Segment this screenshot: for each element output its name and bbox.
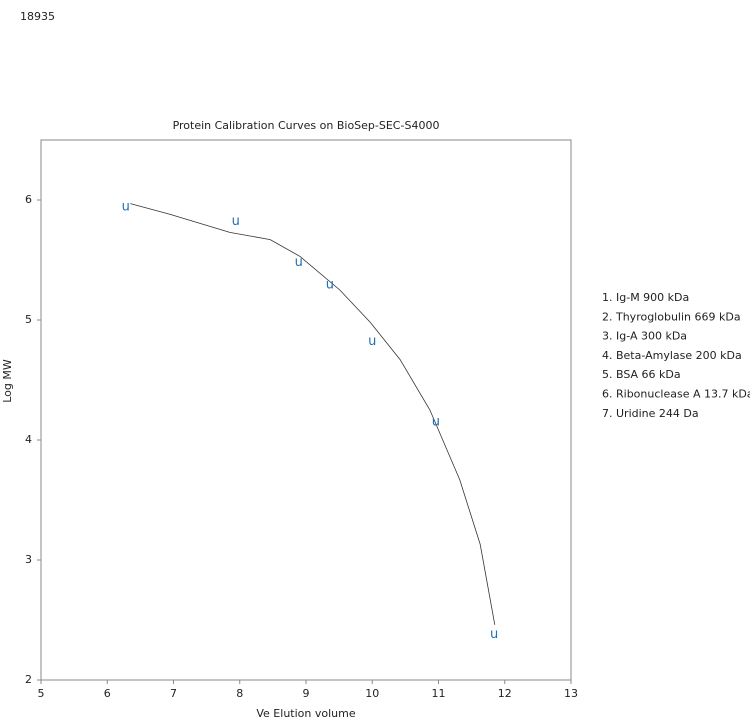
data-point: u (432, 415, 440, 430)
x-tick-label: 12 (498, 687, 512, 700)
x-tick-label: 9 (303, 687, 310, 700)
legend-item: 5. BSA 66 kDa (602, 368, 681, 381)
y-tick-label: 3 (25, 553, 32, 566)
data-point: u (490, 627, 498, 642)
data-point: u (368, 334, 376, 349)
x-tick-label: 7 (170, 687, 177, 700)
legend-item: 2. Thyroglobulin 669 kDa (602, 310, 741, 323)
data-point: u (295, 255, 303, 270)
legend-item: 1. Ig-M 900 kDa (602, 291, 689, 304)
x-tick-label: 13 (564, 687, 578, 700)
y-tick-label: 6 (25, 193, 32, 206)
y-tick-label: 2 (25, 673, 32, 686)
legend-item: 4. Beta-Amylase 200 kDa (602, 349, 742, 362)
x-tick-label: 10 (365, 687, 379, 700)
page-id: 18935 (20, 10, 55, 23)
fit-curve (130, 203, 496, 625)
data-point: u (122, 200, 130, 215)
legend-item: 3. Ig-A 300 kDa (602, 330, 687, 343)
x-axis-label: Ve Elution volume (256, 707, 355, 719)
y-tick-label: 4 (25, 433, 32, 446)
data-point: u (326, 278, 334, 293)
y-tick-label: 5 (25, 313, 32, 326)
y-axis-label: Log MW (1, 359, 14, 403)
plot-frame (40, 139, 572, 681)
chart-title: Protein Calibration Curves on BioSep-SEC… (173, 119, 440, 132)
legend-item: 7. Uridine 244 Da (602, 407, 699, 420)
x-tick-label: 11 (432, 687, 446, 700)
data-point: u (232, 214, 240, 229)
x-tick-label: 6 (104, 687, 111, 700)
x-tick-label: 5 (38, 687, 45, 700)
x-tick-label: 8 (236, 687, 243, 700)
legend-item: 6. Ribonuclease A 13.7 kDa (602, 388, 750, 401)
